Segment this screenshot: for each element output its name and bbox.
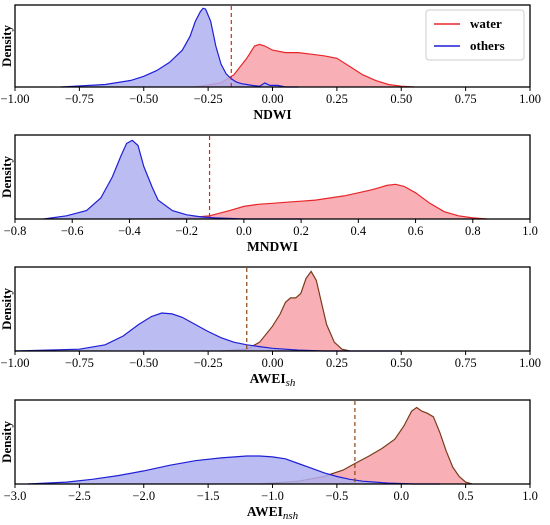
legend-label-water: water: [470, 16, 502, 31]
x-tick-label: 0.5: [458, 489, 474, 503]
series-line-water: [195, 43, 415, 88]
x-tick-label: 0.0: [393, 489, 409, 503]
series-line-water: [129, 183, 488, 220]
x-tick-label: 0.6: [408, 224, 424, 238]
x-tick-label: 0.25: [326, 356, 348, 370]
y-axis-title: Density: [0, 421, 14, 463]
legend-box: [425, 9, 525, 61]
x-tick-label: 1.0: [522, 224, 538, 238]
x-tick-label: 0.25: [326, 92, 348, 106]
x-tick-label: 0.0: [236, 224, 252, 238]
series-area-water: [221, 271, 350, 351]
x-tick-label: −0.25: [194, 356, 223, 370]
chart-panel-2: −0.8 −0.6 −0.4 −0.2 0.0 0.2 0.4 0.6 0.8 1.0 MNDWI D…: [0, 134, 538, 254]
x-tick-label: −1.00: [1, 356, 30, 370]
series-area-water: [195, 44, 415, 87]
series-line-others: [61, 7, 299, 88]
x-tick-label: −0.50: [129, 356, 158, 370]
x-tick-label: 0.75: [455, 356, 477, 370]
series-area-water: [259, 407, 473, 484]
x-axis-title: AWEIsh: [250, 371, 296, 389]
series-line-water: [259, 406, 473, 485]
plot-frame: [14, 134, 531, 220]
x-tick-label: −0.5: [326, 489, 349, 503]
x-tick-label: −0.50: [129, 92, 158, 106]
x-axis-title: NDWI: [253, 107, 291, 122]
legend: water others: [425, 9, 525, 61]
x-tick-label: −1.5: [197, 489, 220, 503]
x-tick-label: −1.00: [1, 92, 30, 106]
x-tick-label: −1.0: [261, 489, 284, 503]
x-tick-label: 1.00: [519, 356, 541, 370]
y-axis-title: Density: [0, 25, 14, 67]
x-tick-label: 0.50: [390, 92, 412, 106]
x-tick-label: 0.8: [465, 224, 481, 238]
series-area-others: [61, 8, 299, 87]
x-tick-label: −2.0: [132, 489, 155, 503]
x-tick-label: 0.4: [351, 224, 367, 238]
x-tick-label: 0.2: [293, 224, 309, 238]
chart-panel-3: −1.00 −0.75 −0.50 −0.25 0.00 0.25 0.50 0.75 1.00…: [0, 266, 541, 389]
series-line-others: [14, 312, 402, 352]
series-line-others: [27, 455, 440, 485]
x-tick-label: 0.75: [455, 92, 477, 106]
y-axis-title: Density: [0, 288, 14, 330]
x-tick-label: −0.4: [118, 224, 141, 238]
chart-panel-4: −3.0 −2.5 −2.0 −1.5 −1.0 −0.5 0.0 0.5 1.0 AWEInsh…: [0, 399, 538, 522]
x-axis-title: MNDWI: [247, 239, 298, 254]
series-line-water: [220, 270, 350, 352]
x-tick-label: 0.00: [262, 92, 284, 106]
x-tick-label: 1.00: [519, 92, 541, 106]
x-tick-label: −0.25: [194, 92, 223, 106]
x-tick-label: −0.2: [175, 224, 198, 238]
legend-label-others: others: [470, 38, 505, 53]
x-tick-label: −0.75: [65, 92, 94, 106]
y-axis-title: Density: [0, 156, 14, 198]
x-tick-label: −0.75: [65, 356, 94, 370]
x-tick-label: −2.5: [68, 489, 91, 503]
x-tick-label: 1.0: [522, 489, 538, 503]
x-tick-label: 0.00: [262, 356, 284, 370]
chart-panel-1: −1.00 −0.75 −0.50 −0.25 0.00 0.25 0.50 0.75 1.00…: [0, 4, 541, 122]
series-area-others: [43, 140, 302, 219]
series-line-others: [43, 139, 302, 220]
x-tick-label: −0.6: [61, 224, 84, 238]
x-tick-label: −0.8: [4, 224, 27, 238]
series-area-water: [129, 184, 488, 219]
x-axis-title: AWEInsh: [247, 504, 299, 522]
x-tick-label: 0.50: [390, 356, 412, 370]
x-tick-label: −3.0: [4, 489, 27, 503]
